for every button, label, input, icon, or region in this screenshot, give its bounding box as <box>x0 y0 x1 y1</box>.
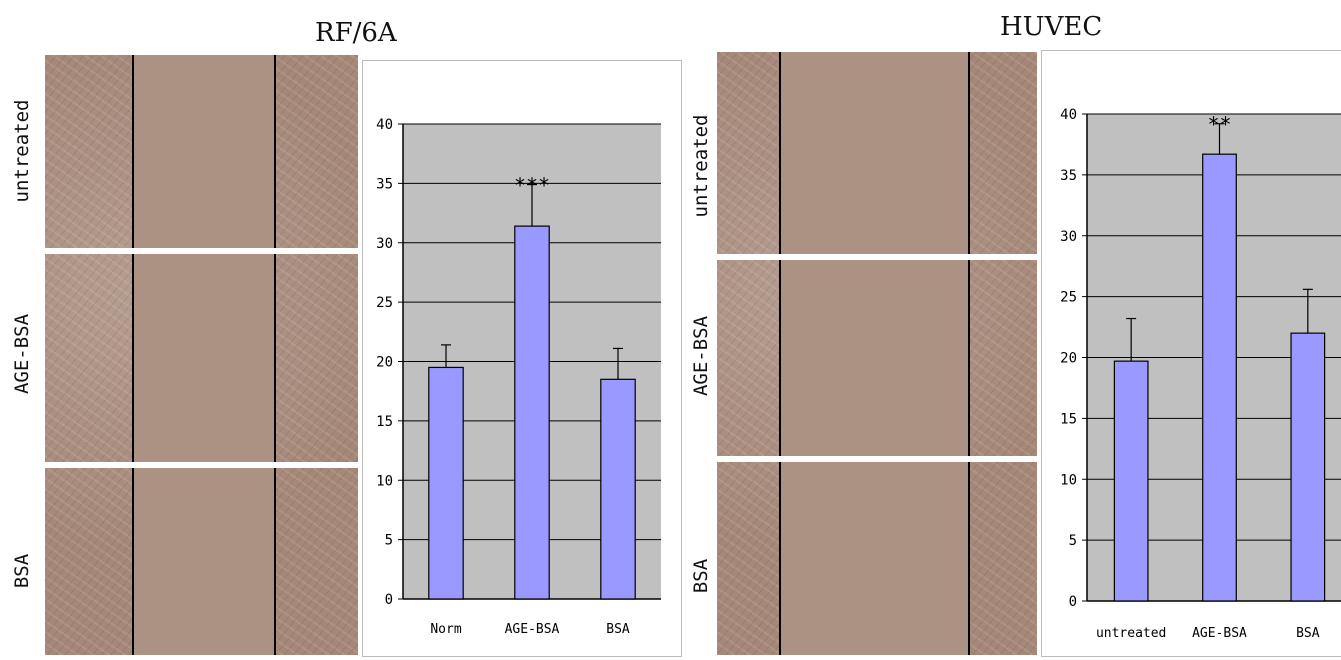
y-tick-label: 5 <box>385 533 393 549</box>
x-tick-label: BSA <box>606 622 630 637</box>
row-separator <box>717 254 1037 260</box>
row-label-age-bsa-left: AGE-BSA <box>11 313 33 395</box>
row-label-untreated-right: untreated <box>690 114 712 218</box>
significance-marker: *** <box>514 174 550 198</box>
x-tick-label: AGE-BSA <box>1192 626 1247 641</box>
y-tick-label: 40 <box>1060 107 1077 123</box>
row-separator <box>717 456 1037 462</box>
y-tick-label: 25 <box>376 295 393 311</box>
y-tick-label: 20 <box>376 355 393 371</box>
y-tick-label: 30 <box>1060 229 1077 245</box>
bar-chart-rf6a: 0 5 10 15 20 25 30 35 40 Norm *** AGE-BSA BSA <box>376 117 661 637</box>
x-tick-label: AGE-BSA <box>505 622 560 637</box>
bar-bsa <box>1290 332 1326 602</box>
significance-marker: ** <box>1207 113 1231 137</box>
y-tick-label: 0 <box>385 592 393 608</box>
row-separator <box>45 462 358 468</box>
y-tick-label: 20 <box>1060 351 1077 367</box>
chart-huvec-box: 0 5 10 15 20 25 30 35 40 untreated ** AGE-BSA BSA <box>1041 50 1341 657</box>
wound-edge-line <box>968 52 970 655</box>
y-tick-label: 10 <box>376 473 393 489</box>
x-tick-label: BSA <box>1296 626 1320 641</box>
y-tick-label: 35 <box>1060 168 1077 184</box>
bar-age-bsa <box>514 225 550 600</box>
row-separator <box>45 248 358 254</box>
wound-edge-line <box>779 52 781 655</box>
y-tick-label: 15 <box>376 414 393 430</box>
micrograph-rf6a <box>45 55 358 655</box>
bar-chart-huvec: 0 5 10 15 20 25 30 35 40 untreated ** AGE-BSA BSA <box>1060 107 1341 641</box>
panel-title-rf6a: RF/6A <box>315 18 397 48</box>
row-label-untreated-left: untreated <box>11 99 33 203</box>
bar-bsa <box>600 378 636 600</box>
y-tick-label: 25 <box>1060 290 1077 306</box>
chart-rf6a-box: 0 5 10 15 20 25 30 35 40 Norm *** AGE-BSA BSA <box>362 60 682 657</box>
y-tick-label: 40 <box>376 117 393 133</box>
bar-norm <box>428 366 464 600</box>
y-tick-label: 15 <box>1060 411 1077 427</box>
row-label-bsa-right: BSA <box>690 558 712 594</box>
y-tick-label: 5 <box>1069 533 1077 549</box>
bar-age-bsa <box>1202 153 1237 602</box>
x-tick-label: untreated <box>1096 626 1166 641</box>
row-label-bsa-left: BSA <box>11 553 33 589</box>
y-tick-label: 0 <box>1069 594 1077 610</box>
row-label-age-bsa-right: AGE-BSA <box>690 315 712 397</box>
x-tick-label: Norm <box>430 622 461 637</box>
bar-untreated <box>1113 360 1149 602</box>
wound-edge-line <box>132 55 134 655</box>
micrograph-huvec <box>717 52 1037 655</box>
wound-edge-line <box>274 55 276 655</box>
y-tick-label: 10 <box>1060 472 1077 488</box>
panel-title-huvec: HUVEC <box>1000 12 1103 42</box>
y-tick-label: 30 <box>376 236 393 252</box>
y-tick-label: 35 <box>376 176 393 192</box>
